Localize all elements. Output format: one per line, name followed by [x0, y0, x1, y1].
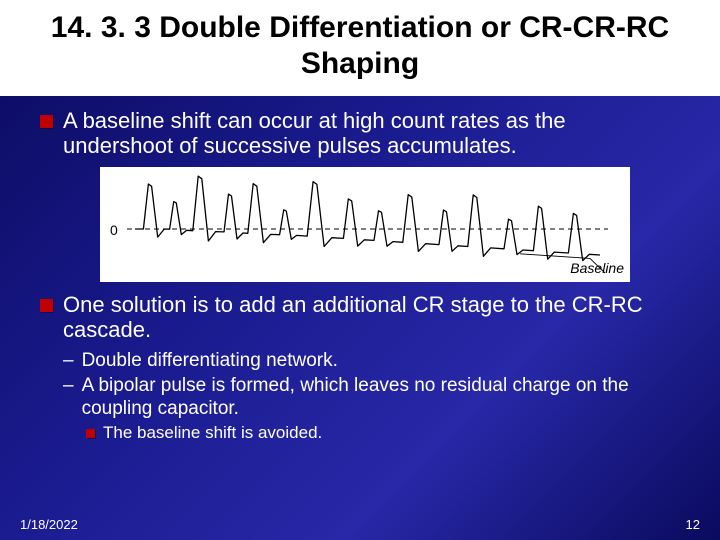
title-area: 14. 3. 3 Double Differentiation or CR-CR… — [0, 0, 720, 96]
footer-page: 12 — [686, 517, 700, 532]
baseline-label: Baseline — [570, 260, 624, 276]
bullet-2-text: One solution is to add an additional CR … — [63, 292, 680, 343]
sub-bullet-2-text: A bipolar pulse is formed, which leaves … — [82, 375, 680, 421]
sub-bullet-1: – Double differentiating network. — [63, 350, 680, 373]
footer: 1/18/2022 12 — [0, 517, 720, 532]
footer-date: 1/18/2022 — [20, 517, 78, 532]
bullet-marker-icon — [40, 299, 53, 312]
sub-bullet-1-text: Double differentiating network. — [82, 350, 338, 373]
dash-icon: – — [63, 375, 74, 397]
pulse-waveform-svg — [100, 167, 630, 282]
dash-icon: – — [63, 350, 74, 372]
pulse-waveform-figure: 0 Baseline — [100, 167, 630, 282]
sub-sub-bullet-1: The baseline shift is avoided. — [86, 423, 680, 443]
bullet-2: One solution is to add an additional CR … — [40, 292, 680, 343]
slide-title: 14. 3. 3 Double Differentiation or CR-CR… — [20, 10, 700, 82]
bullet-marker-icon — [40, 115, 53, 128]
sub-sub-bullet-1-text: The baseline shift is avoided. — [103, 423, 322, 443]
bullet-1: A baseline shift can occur at high count… — [40, 108, 680, 159]
bullet-1-text: A baseline shift can occur at high count… — [63, 108, 680, 159]
content-area: A baseline shift can occur at high count… — [0, 96, 720, 443]
sub-bullet-2: – A bipolar pulse is formed, which leave… — [63, 375, 680, 421]
zero-axis-label: 0 — [110, 222, 118, 238]
bullet-marker-icon — [86, 429, 95, 438]
